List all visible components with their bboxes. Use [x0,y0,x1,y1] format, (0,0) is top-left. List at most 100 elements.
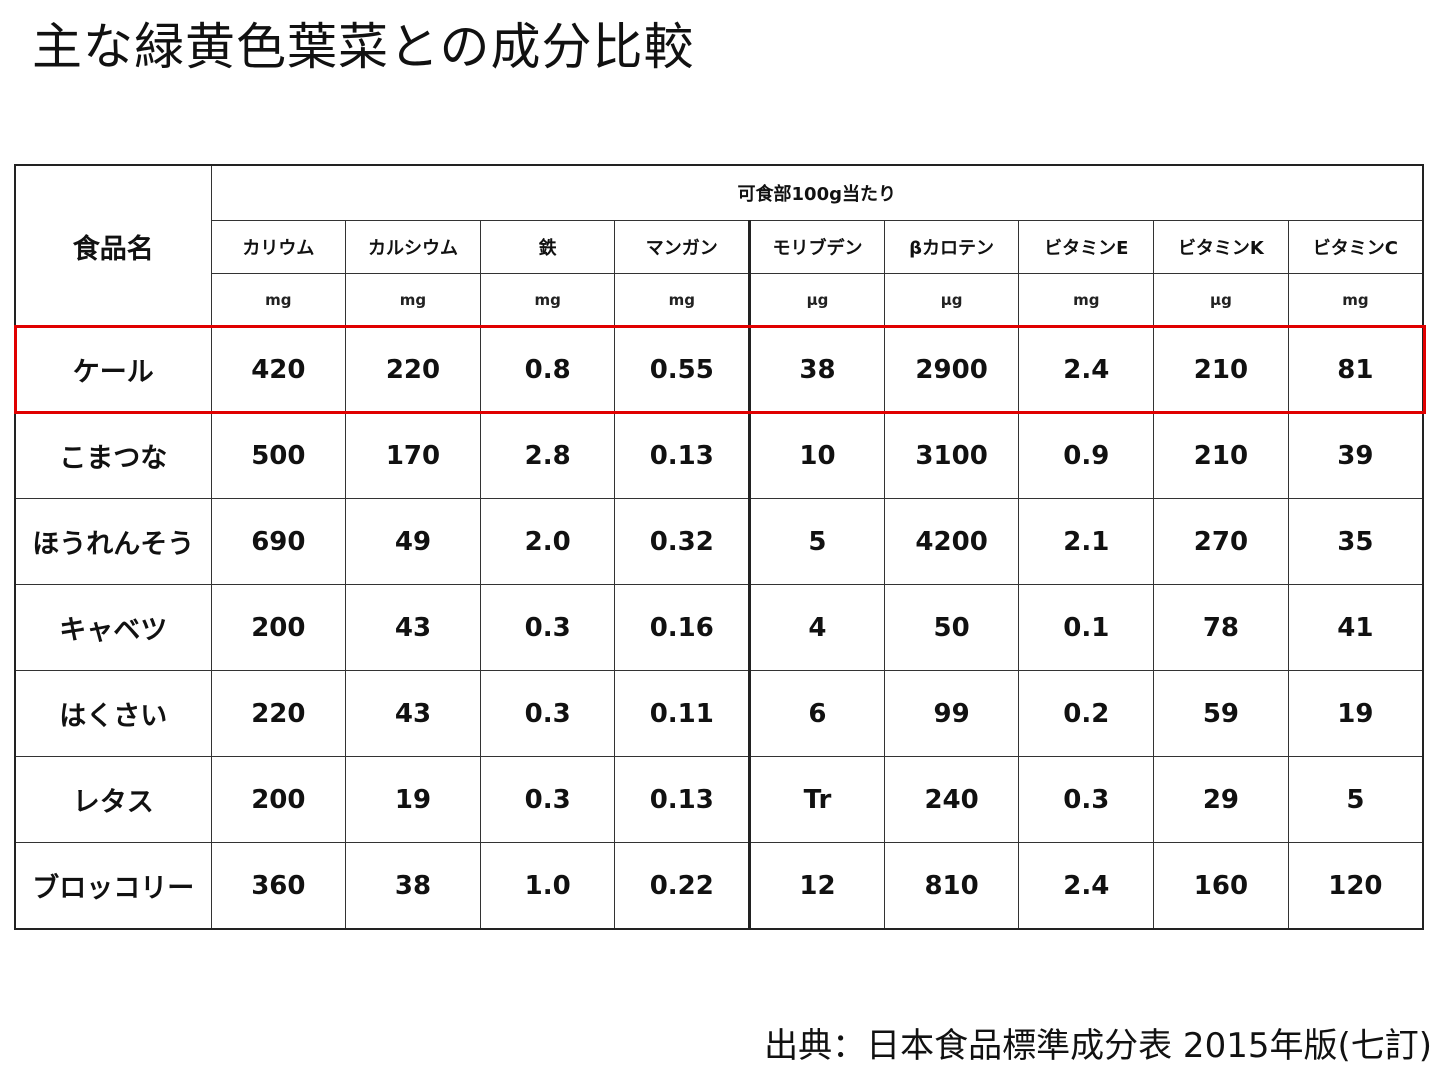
value-cell: 0.2 [1018,670,1155,757]
value-cell: 43 [345,670,481,757]
value-cell: 500 [210,412,347,499]
value-cell: 220 [210,670,347,757]
unit-cell: mg [614,273,751,327]
table-row: ケール 420 220 0.8 0.55 38 2900 2.4 210 81 [14,326,1424,413]
nutrient-header: カルシウム [345,220,481,274]
value-cell: 49 [345,498,481,585]
value-cell: 2.8 [479,412,616,499]
value-cell: 0.3 [479,756,616,843]
unit-cell: mg [345,273,481,327]
value-cell: 81 [1287,326,1424,413]
value-cell: 12 [748,842,885,930]
food-name-header: 食品名 [14,164,212,327]
nutrient-header: ビタミンC [1287,220,1424,274]
unit-cell: mg [210,273,347,327]
value-cell: 0.11 [614,670,751,757]
nutrient-header: βカロテン [883,220,1020,274]
value-cell: 1.0 [479,842,616,930]
table-row: こまつな 500 170 2.8 0.13 10 3100 0.9 210 39 [14,412,1424,499]
value-cell: 5 [1287,756,1424,843]
value-cell: 2.0 [479,498,616,585]
unit-cell: mg [479,273,616,327]
source-note: 出典：日本食品標準成分表 2015年版(七訂) [764,1026,1432,1066]
unit-cell: μg [883,273,1020,327]
food-name-cell: はくさい [14,670,212,757]
value-cell: Tr [748,756,885,843]
food-name-cell: こまつな [14,412,212,499]
value-cell: 38 [748,326,885,413]
unit-cell: mg [1018,273,1155,327]
value-cell: 0.13 [614,412,751,499]
value-cell: 220 [345,326,481,413]
value-cell: 19 [1287,670,1424,757]
value-cell: 0.13 [614,756,751,843]
table-row: ほうれんそう 690 49 2.0 0.32 5 4200 2.1 270 35 [14,498,1424,585]
value-cell: 170 [345,412,481,499]
unit-cell: mg [1287,273,1424,327]
nutrient-header: モリブデン [748,220,885,274]
value-cell: 19 [345,756,481,843]
table-row: キャベツ 200 43 0.3 0.16 4 50 0.1 78 41 [14,584,1424,671]
value-cell: 0.22 [614,842,751,930]
value-cell: 420 [210,326,347,413]
food-name-cell: ほうれんそう [14,498,212,585]
food-name-cell: キャベツ [14,584,212,671]
nutrient-header: マンガン [614,220,751,274]
food-name-cell: ブロッコリー [14,842,212,930]
value-cell: 810 [883,842,1020,930]
nutrient-header: ビタミンK [1153,220,1289,274]
value-cell: 210 [1153,326,1289,413]
value-cell: 270 [1153,498,1289,585]
value-cell: 10 [748,412,885,499]
value-cell: 29 [1153,756,1289,843]
page-title: 主な緑黄色葉菜との成分比較 [32,18,695,76]
value-cell: 78 [1153,584,1289,671]
value-cell: 2.4 [1018,326,1155,413]
value-cell: 99 [883,670,1020,757]
table-row: はくさい 220 43 0.3 0.11 6 99 0.2 59 19 [14,670,1424,757]
value-cell: 38 [345,842,481,930]
nutrient-comparison-table: 食品名 可食部100g当たり カリウム カルシウム鉄マンガン モリブデン βカロテンビ… [14,164,1424,930]
value-cell: 0.9 [1018,412,1155,499]
value-cell: 160 [1153,842,1289,930]
value-cell: 6 [748,670,885,757]
value-cell: 2.1 [1018,498,1155,585]
group-header: 可食部100g当たり [210,164,1424,221]
nutrient-header: ビタミンE [1018,220,1155,274]
value-cell: 4200 [883,498,1020,585]
value-cell: 200 [210,584,347,671]
value-cell: 0.3 [1018,756,1155,843]
value-cell: 0.55 [614,326,751,413]
value-cell: 4 [748,584,885,671]
unit-cell: μg [748,273,885,327]
value-cell: 5 [748,498,885,585]
value-cell: 35 [1287,498,1424,585]
nutrient-header: 鉄 [479,220,616,274]
value-cell: 0.32 [614,498,751,585]
value-cell: 50 [883,584,1020,671]
value-cell: 3100 [883,412,1020,499]
table-row: ブロッコリー 360 38 1.0 0.22 12 810 2.4 160 120 [14,842,1424,930]
value-cell: 0.16 [614,584,751,671]
value-cell: 59 [1153,670,1289,757]
food-name-cell: ケール [14,326,212,413]
food-name-cell: レタス [14,756,212,843]
value-cell: 240 [883,756,1020,843]
value-cell: 210 [1153,412,1289,499]
value-cell: 2900 [883,326,1020,413]
value-cell: 120 [1287,842,1424,930]
value-cell: 39 [1287,412,1424,499]
value-cell: 41 [1287,584,1424,671]
value-cell: 200 [210,756,347,843]
value-cell: 0.3 [479,584,616,671]
value-cell: 0.8 [479,326,616,413]
unit-cell: μg [1153,273,1289,327]
value-cell: 43 [345,584,481,671]
value-cell: 690 [210,498,347,585]
value-cell: 0.1 [1018,584,1155,671]
nutrient-header: カリウム [210,220,347,274]
table-row: レタス 200 19 0.3 0.13 Tr 240 0.3 29 5 [14,756,1424,843]
value-cell: 360 [210,842,347,930]
value-cell: 2.4 [1018,842,1155,930]
value-cell: 0.3 [479,670,616,757]
